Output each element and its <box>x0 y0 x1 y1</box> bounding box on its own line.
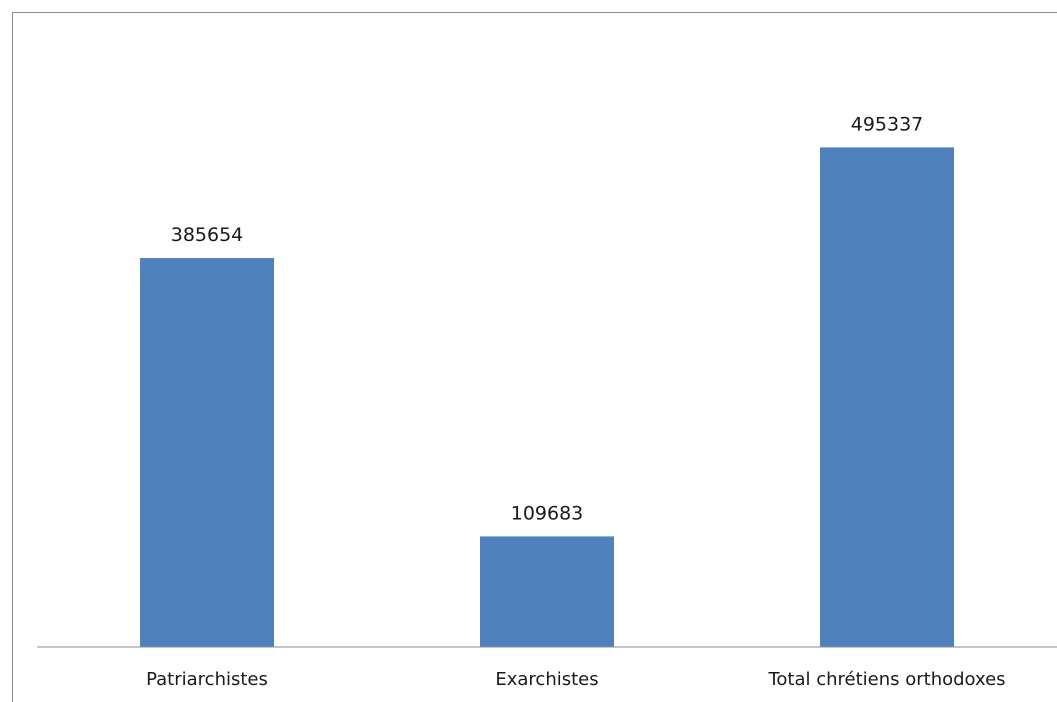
bar-1 <box>480 536 614 647</box>
chart-frame <box>12 12 1057 702</box>
data-label-2: 495337 <box>851 113 924 135</box>
data-labels-group: 385654 109683 495337 <box>171 113 924 524</box>
bar-0 <box>140 258 274 647</box>
category-labels-group: Patriarchistes Exarchistes Total chrétiens… <box>146 669 1005 690</box>
bars-group <box>140 147 954 647</box>
bar-2 <box>820 147 954 647</box>
data-label-1: 109683 <box>511 502 584 524</box>
data-label-0: 385654 <box>171 224 244 246</box>
category-label-0: Patriarchistes <box>146 669 268 690</box>
category-label-2: Total chrétiens orthodoxes <box>767 669 1005 690</box>
category-label-1: Exarchistes <box>495 669 598 690</box>
